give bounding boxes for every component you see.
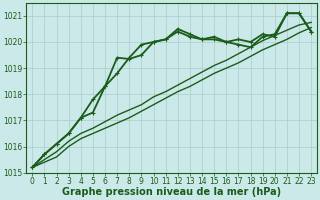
X-axis label: Graphe pression niveau de la mer (hPa): Graphe pression niveau de la mer (hPa) (62, 187, 281, 197)
